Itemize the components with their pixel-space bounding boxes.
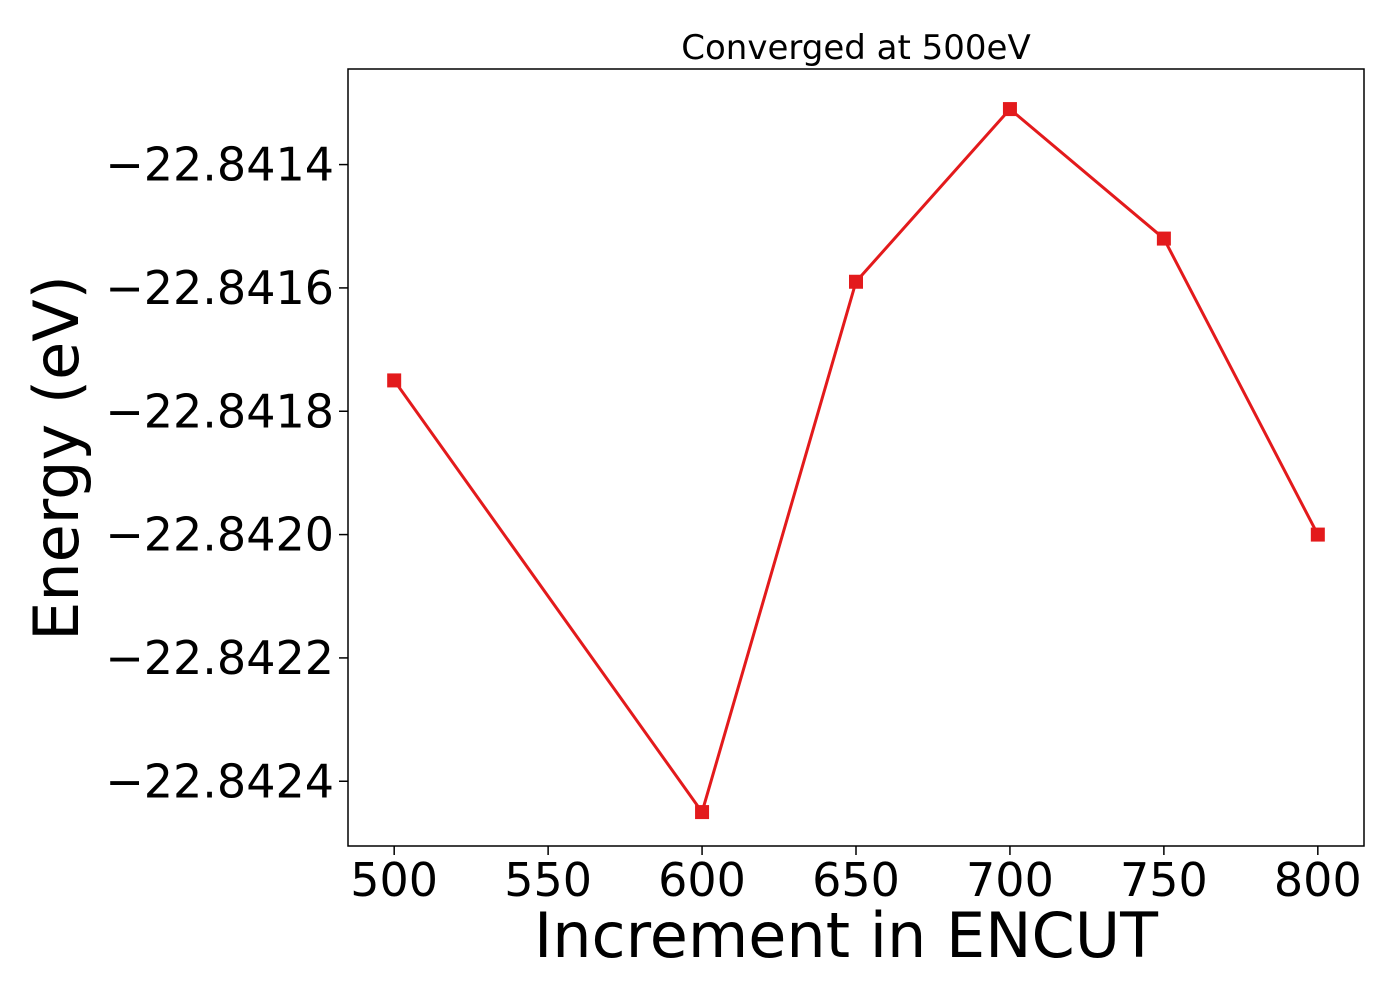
x-tick-label: 600: [658, 853, 746, 907]
y-tick-label: −22.8420: [105, 508, 334, 562]
chart-title: Converged at 500eV: [681, 28, 1030, 68]
x-tick-label: 800: [1274, 853, 1362, 907]
x-tick-label: 750: [1120, 853, 1208, 907]
y-axis-label: Energy (eV): [20, 275, 93, 641]
y-tick-label: −22.8422: [105, 631, 334, 685]
data-point: [1002, 102, 1017, 117]
data-point: [849, 274, 863, 289]
series-energy: [387, 102, 1325, 820]
data-point: [387, 373, 402, 388]
data-point: [695, 805, 710, 820]
y-tick-label: −22.8414: [105, 138, 334, 192]
y-tick-label: −22.8418: [105, 384, 334, 438]
data-point: [1310, 527, 1325, 542]
x-axis-label: Increment in ENCUT: [534, 899, 1159, 972]
series-line: [392, 106, 1320, 816]
plot-area-frame: [347, 68, 1365, 847]
x-tick-label: 700: [966, 853, 1054, 907]
x-tick-label: 650: [812, 853, 900, 907]
x-tick-label: 500: [350, 853, 438, 907]
y-tick-label: −22.8416: [105, 261, 334, 315]
x-tick-label: 550: [504, 853, 592, 907]
y-axis: −22.8414 −22.8416 −22.8418 −22.8420 −22.8422…: [105, 138, 348, 808]
data-point: [1156, 231, 1171, 246]
x-axis: 500 550 600 650 700 750 800: [350, 846, 1362, 907]
y-tick-label: −22.8424: [105, 754, 334, 808]
